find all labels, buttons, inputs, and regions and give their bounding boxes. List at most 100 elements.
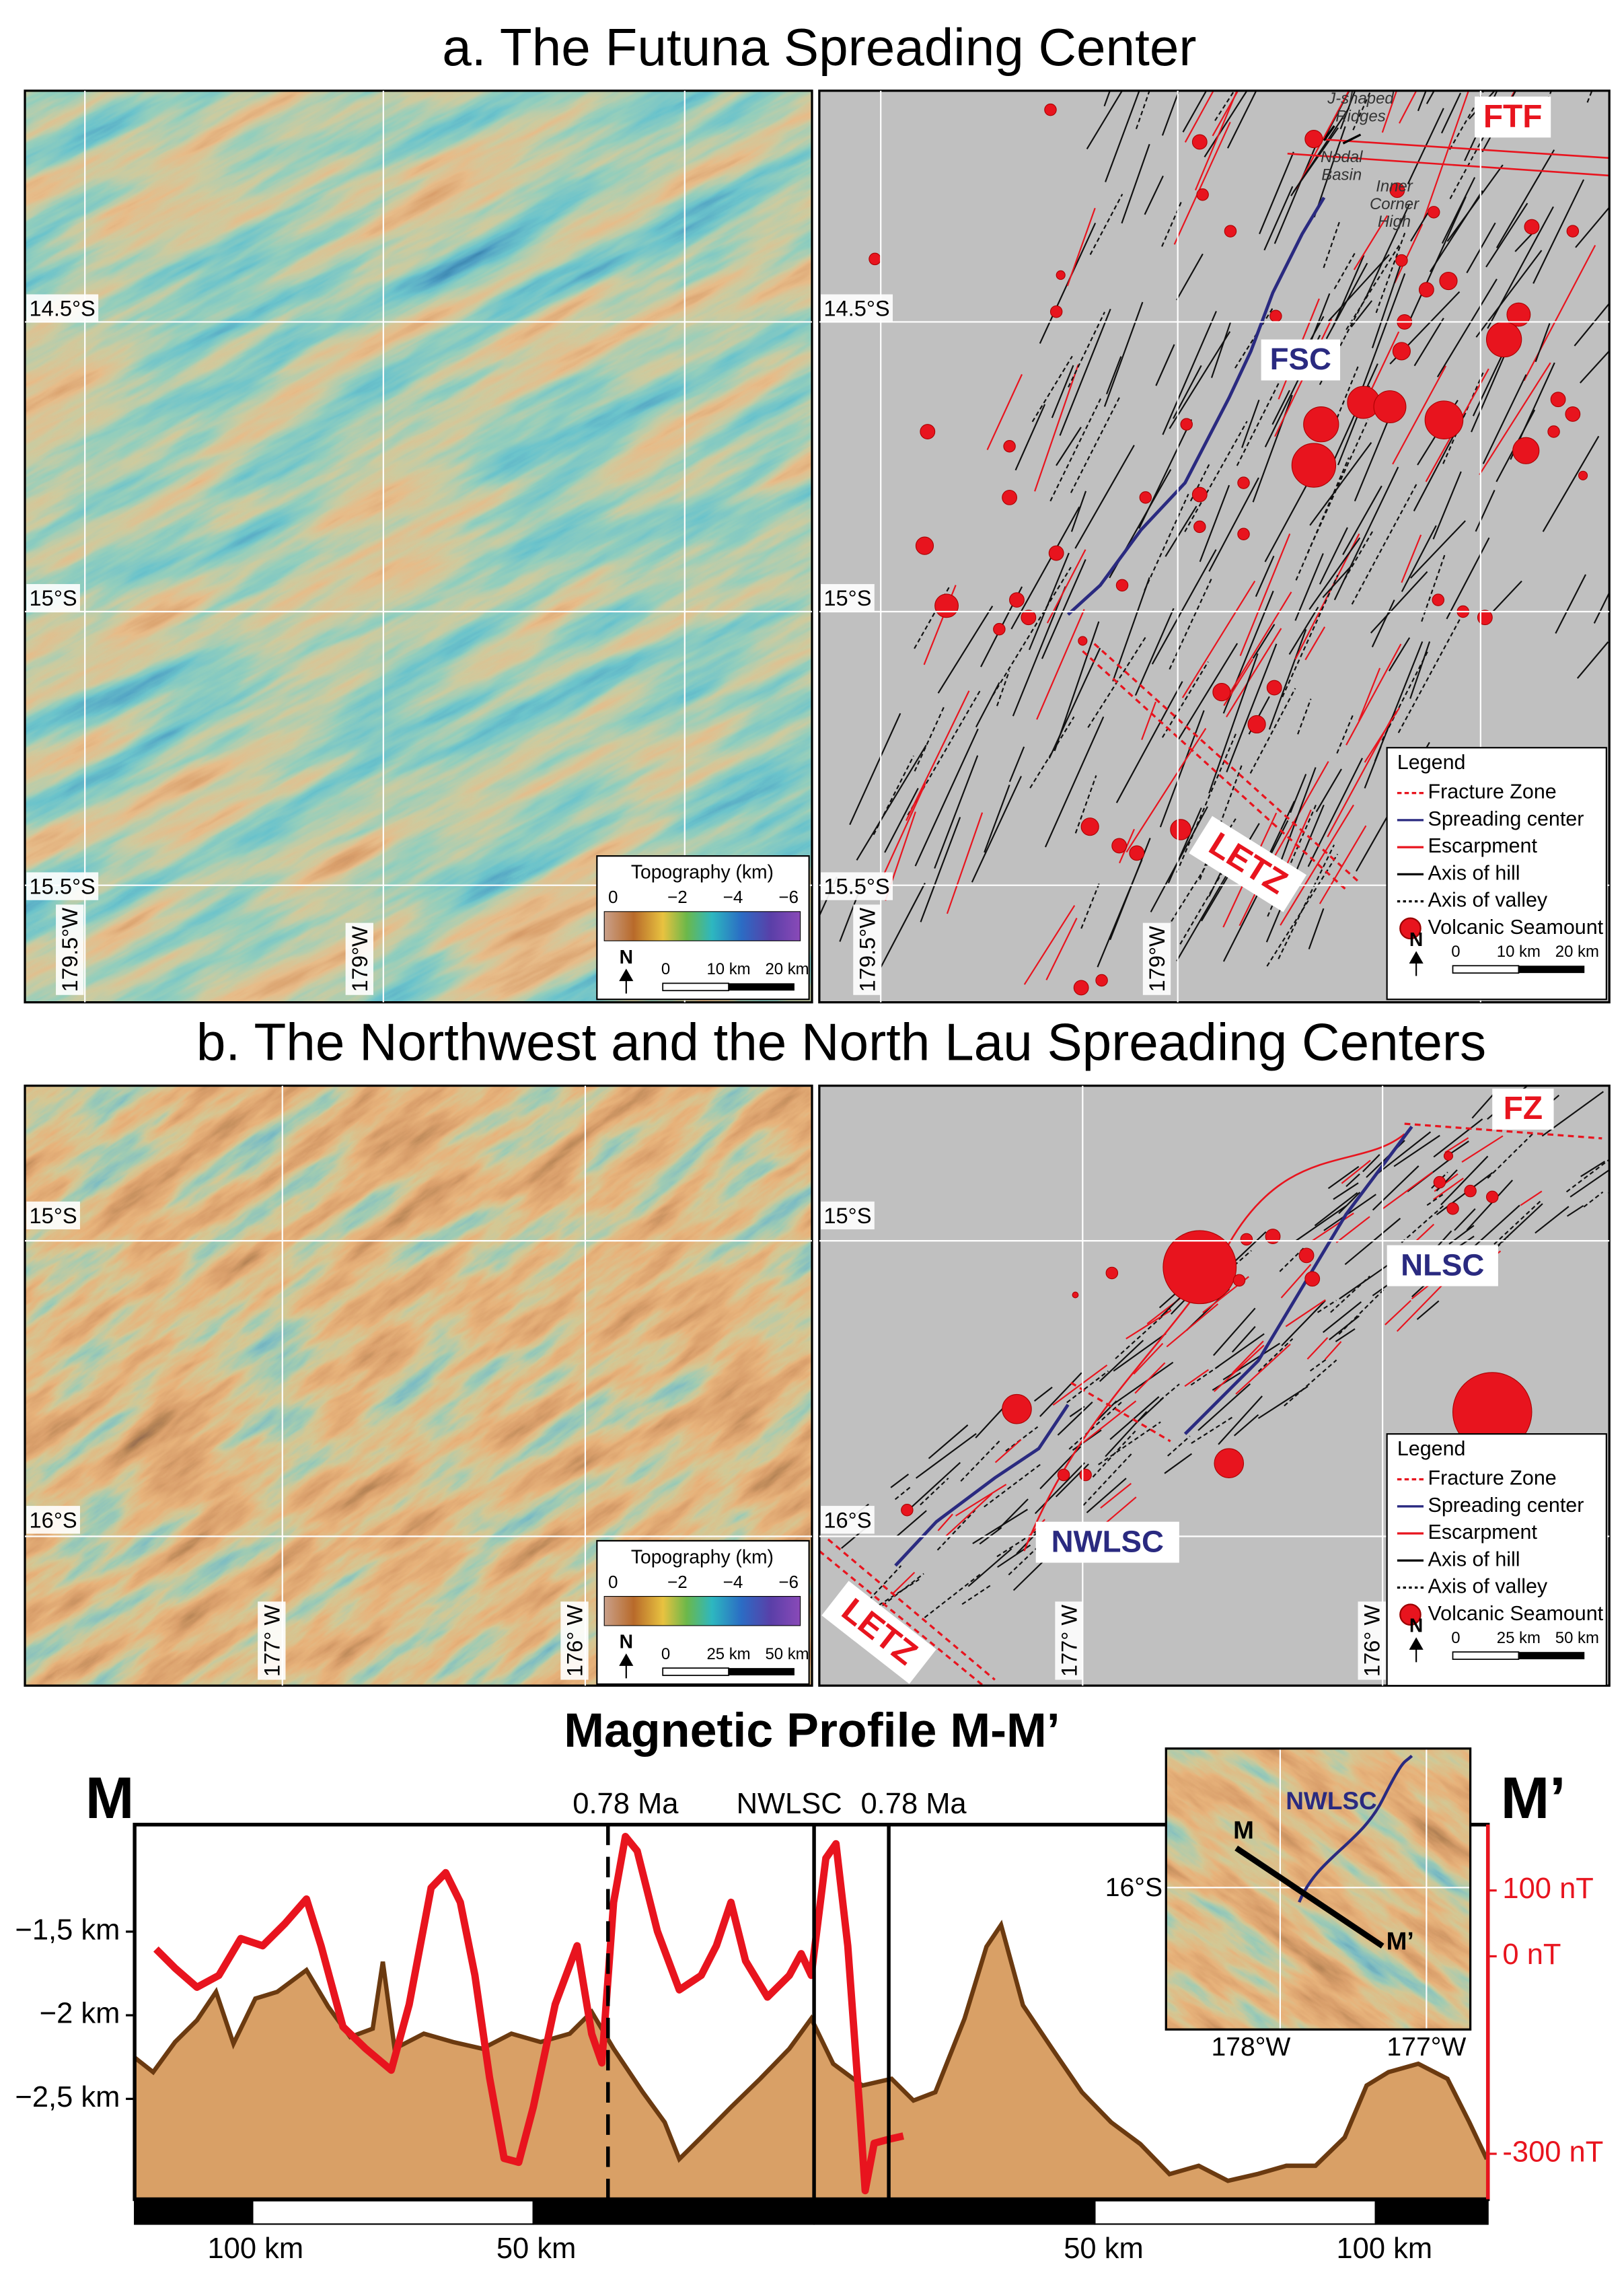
structure-line: [1109, 1396, 1160, 1441]
structure-line: [1327, 254, 1390, 322]
label-box: [26, 1201, 80, 1230]
structure-line: [1397, 613, 1464, 733]
legend-title: Legend: [1397, 751, 1466, 774]
structure-line: [1280, 1264, 1312, 1299]
structure-line: [1228, 1249, 1252, 1271]
label-box: [1358, 1601, 1386, 1680]
seamount: [1044, 103, 1057, 116]
structure-line: [1307, 758, 1363, 867]
structure-line: [1433, 1177, 1464, 1200]
map-label: FTF: [1483, 99, 1543, 135]
structure-line: [1294, 553, 1324, 621]
structure-line: [996, 670, 1010, 706]
seamount: [901, 1504, 914, 1517]
structure-line: [1161, 661, 1209, 738]
y-tick-label: −2,5 km: [15, 2081, 120, 2113]
label-box: [345, 922, 373, 995]
structure-line: [1322, 565, 1352, 598]
inset-map: [1166, 1748, 1471, 2030]
structure-line: [1034, 1462, 1086, 1515]
annotation: Nodal: [1321, 148, 1363, 166]
profile-end: M’: [1501, 1766, 1566, 1831]
structure-line: [1479, 362, 1551, 476]
y2-tick-label: 100 nT: [1502, 1873, 1593, 1905]
structure-line: [1218, 1395, 1263, 1445]
structure-line: [1044, 716, 1105, 848]
coord-label: 14.5°S: [26, 294, 99, 322]
scale-label: 20 km: [1555, 943, 1599, 961]
structure-line: [1274, 134, 1321, 244]
structure-line: [1356, 273, 1406, 404]
structure-line: [891, 1572, 916, 1595]
y2-tick-label: 0 nT: [1502, 1938, 1561, 1971]
scale-bar: [662, 982, 729, 992]
label-box: [26, 872, 99, 900]
inset-label: 178°W: [1211, 2033, 1290, 2062]
structure-line: [1089, 193, 1123, 255]
seamount: [1224, 225, 1237, 238]
colorbar-label: −4: [723, 887, 743, 907]
structure-line: [937, 1513, 953, 1531]
structure-line: [1184, 421, 1248, 532]
structure-line: [1257, 1385, 1308, 1419]
colorbar-label: −2: [667, 887, 688, 907]
structure-line: [1401, 525, 1437, 592]
structure-line: [1523, 245, 1596, 382]
structure-line: [1226, 643, 1278, 772]
structure-line: [1333, 1182, 1359, 1200]
coord-label: 15.5°S: [30, 874, 96, 899]
structure-line: [1092, 1430, 1136, 1478]
seamount: [1002, 1393, 1032, 1424]
structure-line: [1385, 1300, 1411, 1326]
coord-label: 177° W: [1055, 1601, 1083, 1680]
legend-label: Escarpment: [1428, 1521, 1538, 1544]
y-tick-label: −1,5 km: [15, 1914, 120, 1946]
structure-line: [1575, 206, 1610, 248]
inset-label: M: [1233, 1816, 1254, 1844]
structure-line: [937, 606, 994, 694]
seamount: [1180, 418, 1193, 431]
structure-line: [1210, 321, 1232, 378]
seamount: [1550, 392, 1566, 408]
north-label: N: [1409, 1615, 1423, 1636]
scale-label: 0: [1451, 1629, 1460, 1647]
structure-line: [955, 1484, 1007, 1517]
structure-line: [1290, 107, 1350, 196]
structure-line: [1267, 803, 1317, 917]
structure-line: [1535, 323, 1551, 363]
structure-line: [869, 1565, 902, 1601]
structure-line: [1393, 1134, 1440, 1167]
structure-line: [1100, 1482, 1132, 1509]
coord-label: 177° W: [259, 1605, 284, 1677]
scale-bar: [662, 1667, 729, 1676]
coord-label: 16°S: [26, 1506, 80, 1534]
structure-line: [1574, 302, 1610, 347]
structure-line: [1028, 552, 1070, 651]
structure-line: [1388, 637, 1411, 671]
structure-line: [1178, 643, 1239, 740]
structure-line: [1277, 767, 1317, 870]
coord-label: 176° W: [1360, 1605, 1385, 1677]
structure-line: [1381, 650, 1429, 741]
colorbar-label: −6: [778, 1572, 799, 1592]
label-box: [26, 584, 80, 612]
structure-line: [1401, 534, 1422, 583]
scale-label: 25 km: [706, 1645, 750, 1663]
structure-line: [1197, 1383, 1251, 1431]
structure-line: [1309, 1358, 1327, 1372]
scale-bar: [1518, 1652, 1585, 1660]
map-frame: [818, 89, 1611, 1004]
scale-bar: [729, 983, 795, 991]
seamount: [1373, 390, 1407, 424]
legend-label: Spreading center: [1428, 807, 1584, 830]
seamount: [1291, 443, 1337, 488]
structure-line: [1580, 1161, 1606, 1177]
structure-line: [1166, 1303, 1219, 1348]
x-tick-label: 100 km: [207, 2232, 303, 2265]
structure-line: [1282, 575, 1339, 698]
structure-line: [1176, 868, 1232, 961]
structure-line: [1396, 1282, 1445, 1332]
structure-line: [1112, 577, 1150, 682]
structure-line: [1213, 1307, 1256, 1356]
